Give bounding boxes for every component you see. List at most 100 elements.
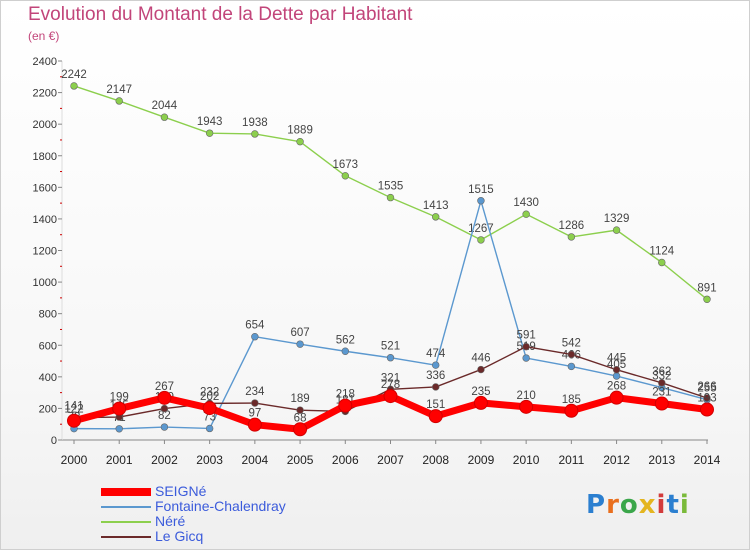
data-label-seigne: 235 [471, 386, 490, 398]
data-point-le-gicq [522, 342, 530, 351]
logo-letter: t [666, 490, 680, 520]
data-label-le-gicq: 446 [471, 353, 490, 365]
data-point-fontaine-chalendray [477, 197, 485, 205]
data-point-nere [386, 193, 395, 202]
data-label-nere: 2147 [106, 84, 132, 96]
data-point-fontaine-chalendray [160, 423, 169, 431]
data-label-nere: 1413 [423, 200, 449, 212]
data-label-nere: 1124 [649, 246, 674, 258]
y-tick-label: 0 [51, 435, 57, 447]
data-point-nere [477, 236, 485, 244]
chart-title: Evolution du Montant de la Dette par Hab… [28, 4, 413, 25]
data-point-seigne [428, 409, 443, 424]
data-label-seigne: 193 [697, 393, 716, 405]
data-point-seigne [157, 390, 172, 405]
data-label-seigne: 231 [652, 387, 671, 399]
data-point-nere [251, 130, 259, 138]
data-label-le-gicq: 232 [200, 386, 219, 398]
data-point-fontaine-chalendray [341, 347, 349, 355]
y-tick-label: 800 [39, 309, 57, 321]
logo-letter: o [619, 490, 639, 520]
data-point-fontaine-chalendray [386, 354, 395, 362]
data-point-nere [160, 113, 169, 121]
data-label-fontaine-chalendray: 1515 [468, 184, 494, 196]
x-tick-label: 2002 [151, 453, 178, 467]
data-label-fontaine-chalendray: 474 [426, 348, 446, 360]
data-label-fontaine-chalendray: 255 [697, 383, 716, 395]
data-point-nere [296, 137, 304, 146]
y-tick-label: 1200 [33, 246, 57, 258]
data-point-seigne [383, 389, 398, 404]
data-label-le-gicq: 189 [290, 393, 309, 405]
data-point-seigne [338, 398, 353, 413]
data-point-nere [205, 129, 214, 137]
legend-swatch-seigne [101, 488, 151, 496]
data-label-seigne: 122 [64, 404, 83, 416]
x-tick-label: 2003 [196, 453, 223, 467]
data-label-le-gicq: 321 [381, 372, 400, 384]
x-tick-label: 2001 [106, 453, 133, 467]
legend-swatch-le-gicq [101, 536, 151, 538]
series-fontaine-chalendray: 7271827365460756252147415155194664053322… [68, 184, 717, 433]
data-label-seigne: 199 [110, 392, 129, 404]
data-label-nere: 1938 [242, 117, 268, 129]
y-tick-label: 600 [39, 340, 57, 352]
data-label-nere: 1286 [559, 220, 585, 232]
y-tick-label: 2200 [33, 88, 57, 100]
data-label-le-gicq: 141 [64, 401, 83, 413]
data-label-le-gicq: 234 [245, 386, 265, 398]
data-point-le-gicq [612, 366, 621, 374]
logo-letter: r [606, 490, 620, 520]
chart-legend: SEIGNé Fontaine-Chalendray Néré Le Gicq [101, 483, 401, 544]
data-point-seigne [609, 390, 624, 405]
x-tick-label: 2004 [242, 453, 269, 467]
legend-swatch-nere [101, 521, 151, 523]
legend-label-seigne: SEIGNé [155, 483, 207, 499]
y-tick-label: 1800 [33, 151, 57, 163]
data-point-nere [70, 82, 78, 90]
legend-item-seigne: SEIGNé [101, 483, 401, 499]
x-tick-label: 2007 [377, 453, 404, 467]
data-label-nere: 1943 [197, 116, 223, 128]
data-point-nere [703, 295, 711, 303]
data-point-seigne [247, 417, 262, 432]
y-tick-label: 2000 [33, 119, 57, 131]
x-tick-label: 2000 [61, 453, 88, 467]
legend-label-nere: Néré [155, 513, 186, 529]
logo-letter: P [586, 490, 607, 520]
y-tick-label: 1000 [33, 277, 57, 289]
data-label-le-gicq: 362 [652, 366, 671, 378]
data-label-seigne: 278 [381, 379, 400, 391]
data-point-fontaine-chalendray [205, 424, 214, 433]
data-point-nere [658, 258, 666, 267]
data-point-seigne [67, 413, 81, 428]
data-point-nere [612, 226, 621, 234]
data-point-nere [567, 233, 576, 241]
data-point-fontaine-chalendray [522, 354, 530, 362]
data-label-nere: 1673 [332, 159, 358, 171]
data-label-fontaine-chalendray: 73 [203, 411, 216, 423]
data-point-nere [115, 97, 123, 105]
series-seigne: 122 199 267 202 97 68 218 278 151 235 210 185 268 231… [64, 379, 717, 437]
x-tick-label: 2010 [513, 453, 540, 467]
data-label-fontaine-chalendray: 562 [336, 334, 355, 346]
y-tick-label: 400 [39, 372, 57, 384]
data-label-seigne: 268 [607, 381, 626, 393]
chart-subtitle: (en €) [28, 29, 60, 43]
x-tick-label: 2009 [468, 453, 495, 467]
legend-item-le-gicq: Le Gicq [101, 528, 401, 544]
data-point-le-gicq [477, 365, 485, 374]
series-line-nere [73, 85, 708, 300]
data-point-seigne [202, 401, 217, 416]
legend-item-fontaine-chalendray: Fontaine-Chalendray [101, 498, 401, 514]
data-label-fontaine-chalendray: 332 [652, 371, 671, 383]
data-label-nere: 891 [697, 282, 716, 294]
data-label-nere: 1430 [513, 197, 539, 209]
data-label-le-gicq: 591 [517, 330, 536, 342]
data-label-seigne: 151 [426, 399, 445, 411]
data-point-le-gicq [296, 406, 304, 414]
y-tick-label: 200 [39, 403, 57, 415]
data-point-nere [341, 172, 349, 180]
x-tick-label: 2011 [558, 453, 584, 467]
